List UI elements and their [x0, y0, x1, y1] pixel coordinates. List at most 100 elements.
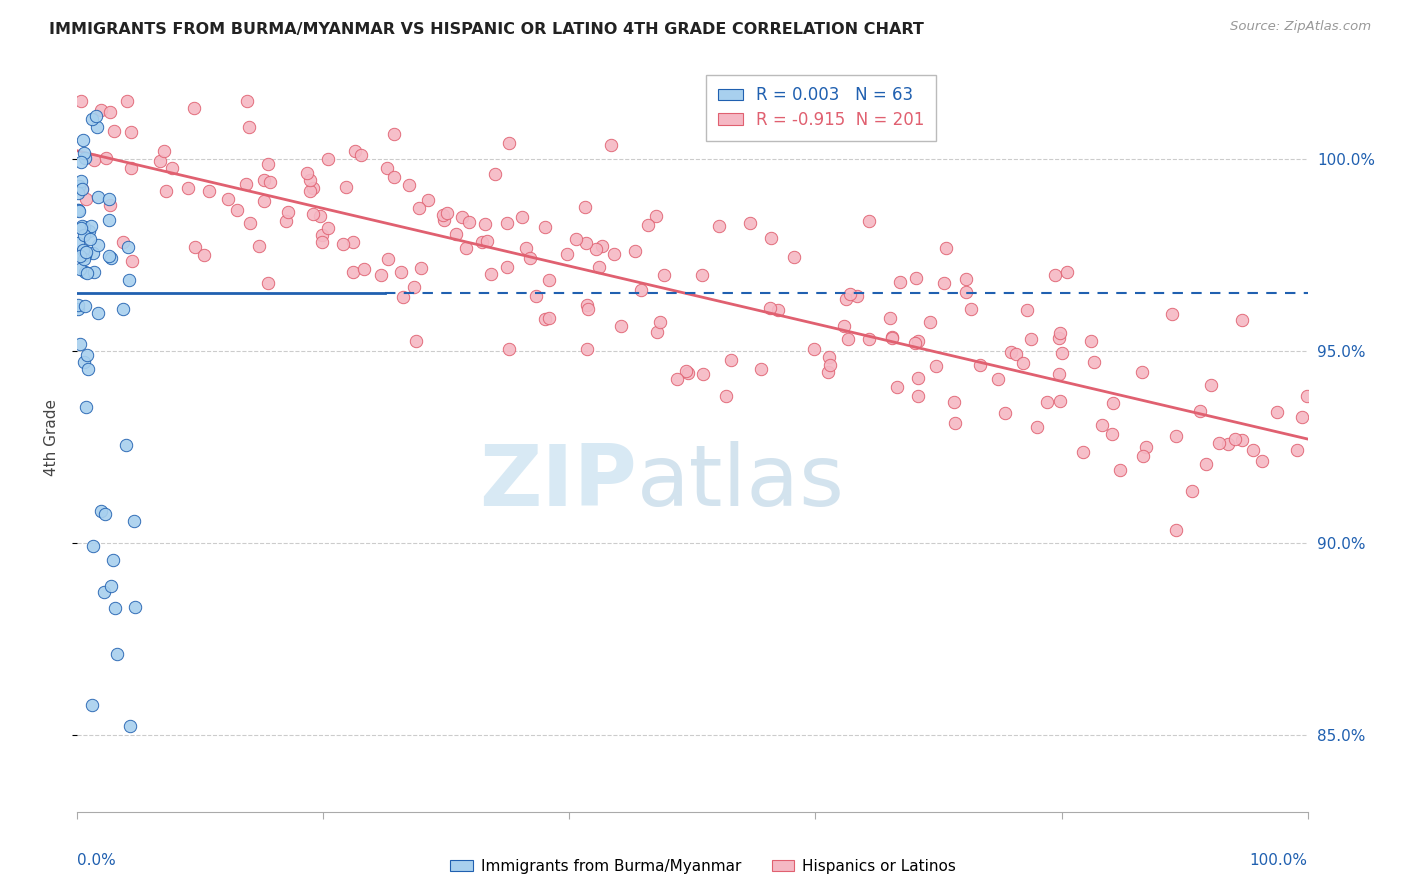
Point — [510, 210, 533, 224]
Point — [837, 332, 859, 346]
Point — [302, 206, 325, 220]
Point — [676, 366, 699, 380]
Point — [84, 109, 107, 123]
Point — [238, 120, 260, 134]
Point — [70, 174, 93, 188]
Point — [935, 241, 957, 255]
Point — [1056, 265, 1078, 279]
Point — [444, 227, 467, 241]
Point — [1291, 410, 1313, 425]
Point — [1218, 437, 1240, 451]
Point — [226, 202, 249, 217]
Point — [1251, 454, 1274, 468]
Point — [818, 358, 841, 372]
Point — [907, 389, 929, 403]
Point — [932, 276, 955, 290]
Point — [585, 243, 607, 257]
Point — [538, 311, 561, 326]
Text: 100.0%: 100.0% — [1250, 853, 1308, 868]
Point — [458, 215, 481, 229]
Point — [603, 247, 626, 261]
Point — [537, 272, 560, 286]
Point — [575, 343, 598, 357]
Point — [835, 292, 858, 306]
Point — [87, 189, 110, 203]
Point — [1135, 440, 1157, 454]
Point — [623, 244, 645, 258]
Point — [692, 367, 714, 381]
Point — [1286, 442, 1309, 457]
Point — [450, 210, 472, 224]
Point — [382, 127, 405, 141]
Point — [943, 417, 966, 431]
Point — [479, 267, 502, 281]
Point — [475, 235, 498, 249]
Point — [149, 154, 172, 169]
Point — [818, 350, 841, 364]
Point — [409, 260, 432, 275]
Point — [759, 301, 782, 315]
Point — [1073, 445, 1095, 459]
Point — [1241, 443, 1264, 458]
Point — [256, 157, 278, 171]
Text: Source: ZipAtlas.com: Source: ZipAtlas.com — [1230, 20, 1371, 33]
Point — [1043, 268, 1066, 283]
Point — [72, 219, 94, 234]
Point — [519, 252, 541, 266]
Point — [832, 319, 855, 334]
Point — [1021, 332, 1043, 346]
Point — [645, 325, 668, 339]
Text: IMMIGRANTS FROM BURMA/MYANMAR VS HISPANIC OR LATINO 4TH GRADE CORRELATION CHART: IMMIGRANTS FROM BURMA/MYANMAR VS HISPANI… — [49, 22, 924, 37]
Point — [766, 302, 789, 317]
Text: 0.0%: 0.0% — [77, 853, 117, 868]
Point — [332, 237, 354, 252]
Legend: Immigrants from Burma/Myanmar, Hispanics or Latinos: Immigrants from Burma/Myanmar, Hispanics… — [444, 853, 962, 880]
Point — [1080, 334, 1102, 349]
Point — [87, 305, 110, 319]
Point — [1012, 356, 1035, 370]
Point — [72, 355, 94, 369]
Point — [350, 148, 373, 162]
Point — [115, 94, 138, 108]
Point — [370, 268, 392, 282]
Point — [75, 151, 97, 165]
Point — [105, 647, 128, 661]
Point — [70, 94, 93, 108]
Point — [75, 192, 97, 206]
Point — [675, 364, 697, 378]
Point — [600, 138, 623, 153]
Point — [630, 283, 652, 297]
Point — [256, 276, 278, 290]
Point — [533, 312, 555, 326]
Point — [1036, 395, 1059, 409]
Point — [858, 332, 880, 346]
Point — [193, 248, 215, 262]
Point — [389, 265, 412, 279]
Point — [217, 192, 239, 206]
Point — [1230, 433, 1253, 447]
Point — [1189, 403, 1212, 417]
Point — [1181, 483, 1204, 498]
Point — [87, 237, 110, 252]
Point — [751, 362, 773, 376]
Point — [534, 220, 557, 235]
Point — [66, 186, 89, 200]
Point — [73, 146, 96, 161]
Point — [98, 193, 121, 207]
Point — [183, 101, 205, 115]
Point — [90, 103, 112, 118]
Point — [1265, 405, 1288, 419]
Point — [609, 319, 631, 334]
Point — [1101, 426, 1123, 441]
Point — [276, 214, 298, 228]
Point — [471, 235, 494, 249]
Point — [177, 180, 200, 194]
Point — [402, 280, 425, 294]
Point — [66, 236, 89, 251]
Point — [1000, 344, 1022, 359]
Point — [416, 193, 439, 207]
Point — [391, 290, 413, 304]
Point — [716, 389, 738, 403]
Point — [588, 260, 610, 274]
Point — [436, 206, 458, 220]
